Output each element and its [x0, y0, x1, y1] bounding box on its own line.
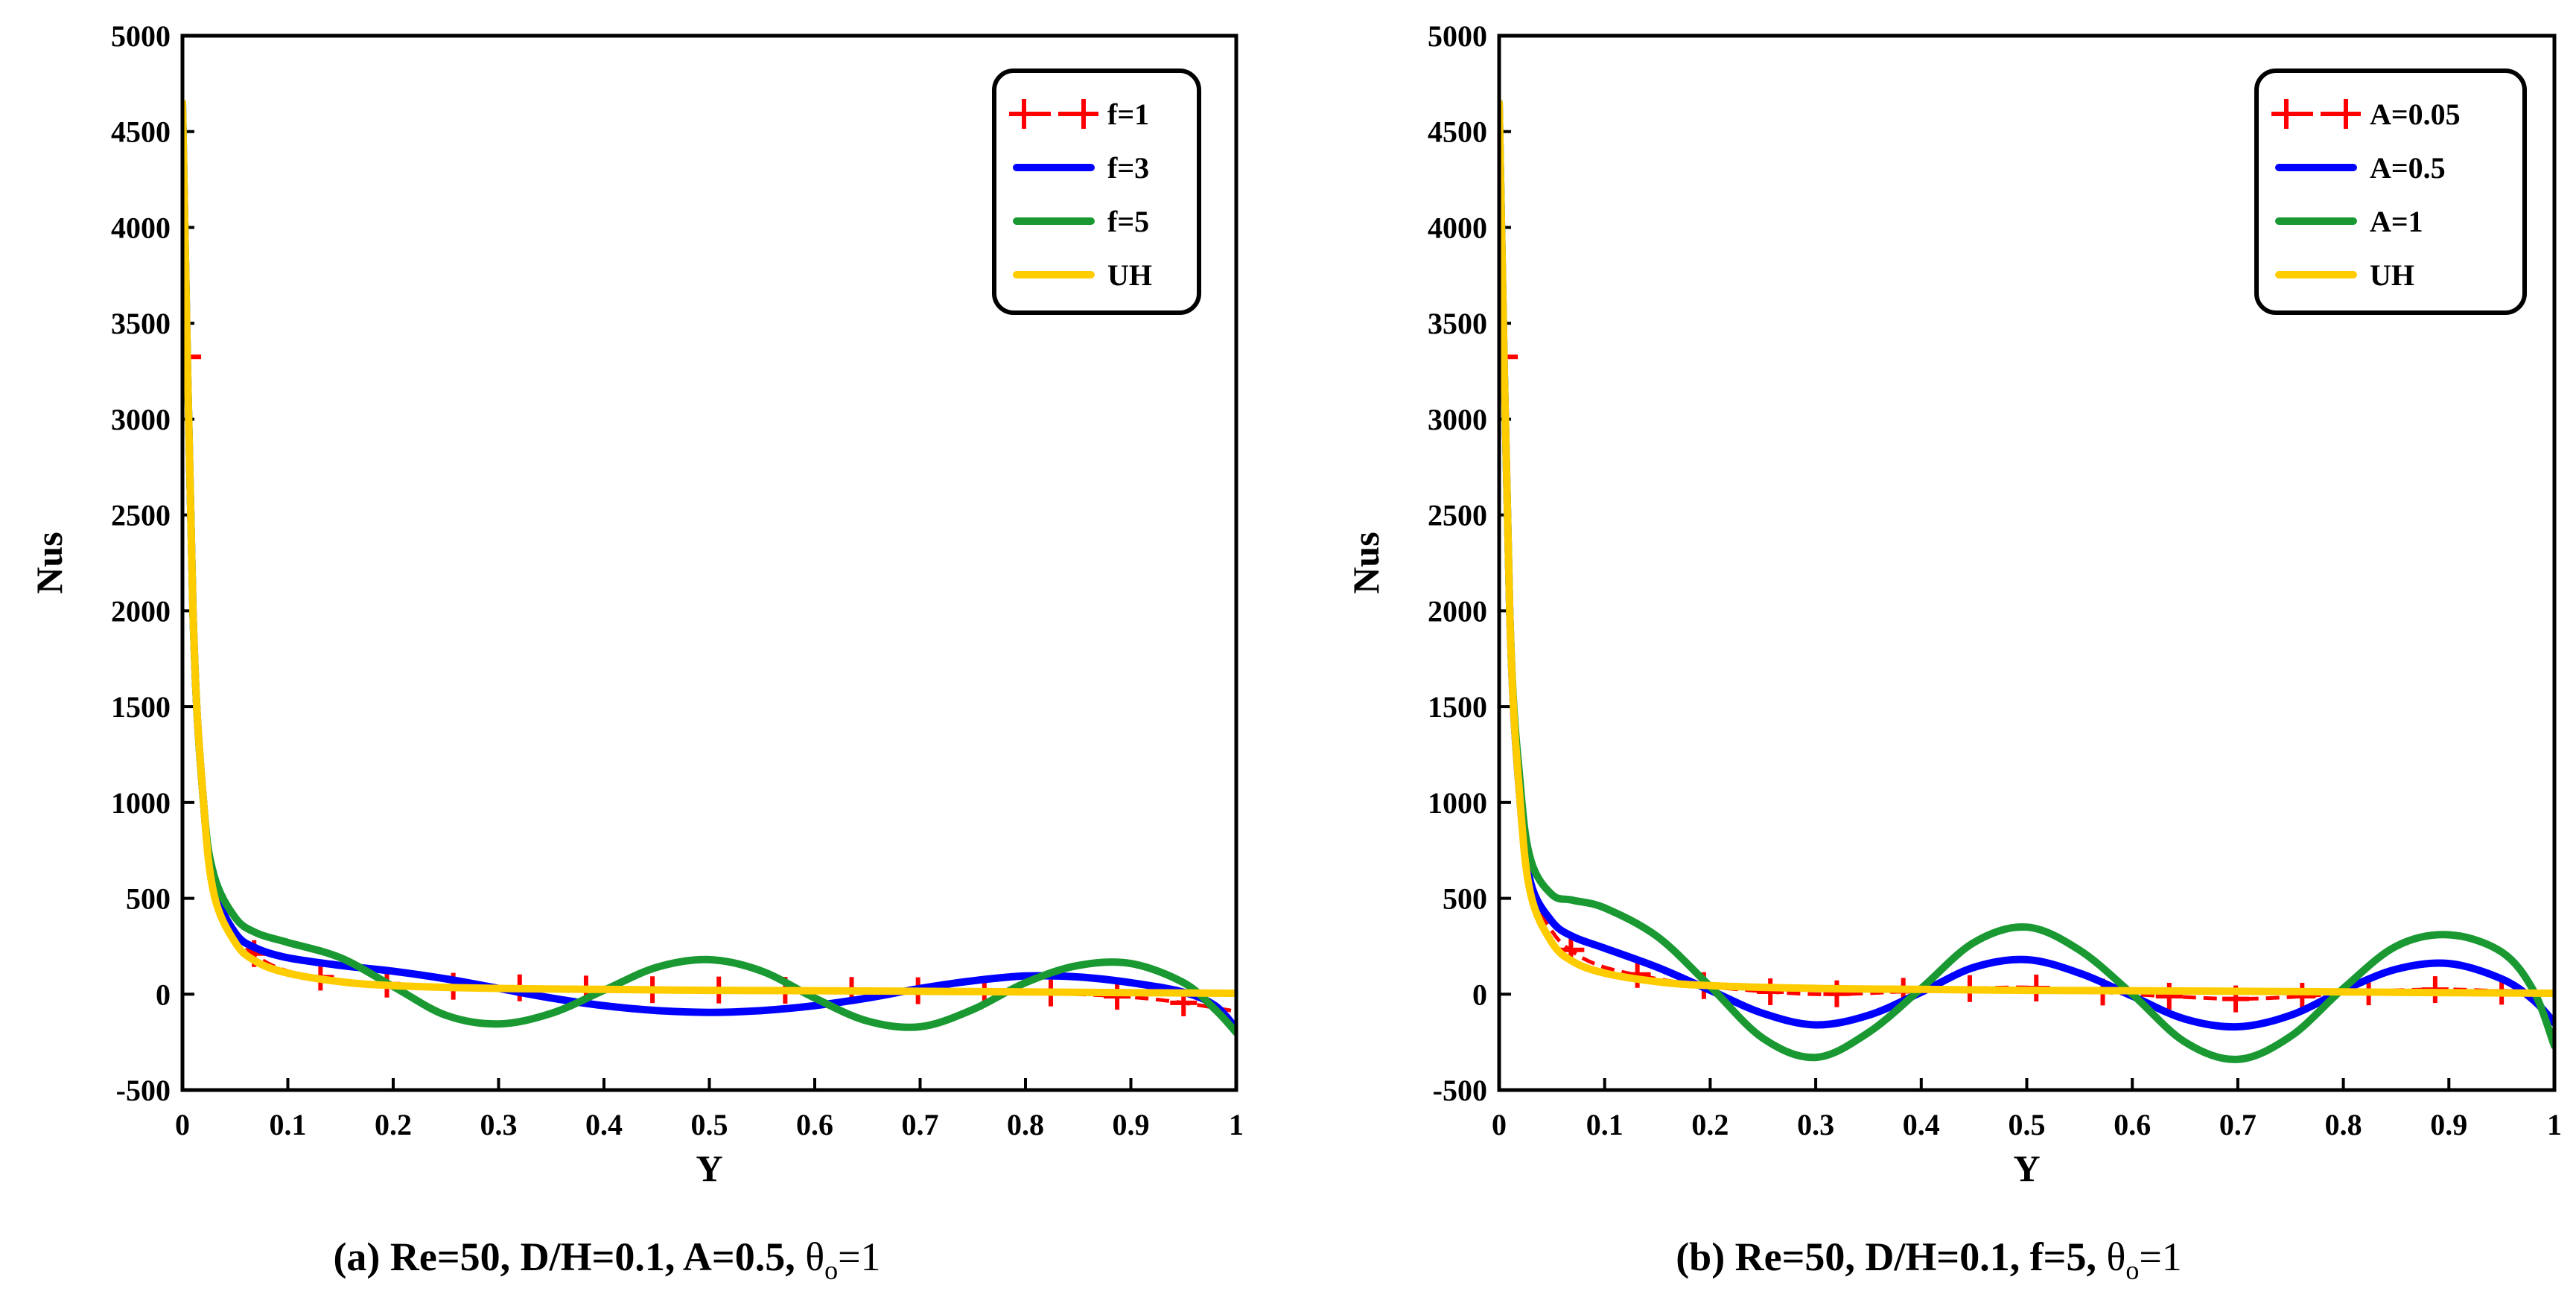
y-tick-label: 3000: [111, 403, 171, 436]
caption-suffix: =1: [2139, 1234, 2181, 1279]
x-tick-label: 1: [1229, 1108, 1244, 1141]
y-tick-label: 4000: [1428, 211, 1487, 244]
y-tick-label: 4500: [111, 115, 171, 149]
chart-caption: (b) Re=50, D/H=0.1, f=5, θo=1: [1676, 1234, 2182, 1285]
legend-uh-label: UH: [1107, 258, 1152, 292]
caption-subscript: o: [2125, 1255, 2139, 1285]
y-tick-label: 2500: [111, 499, 171, 532]
legend: f=1 f=3 f=5 UH: [992, 68, 1201, 315]
series-group: [182, 99, 1236, 1036]
x-axis-label: Y: [696, 1147, 722, 1189]
y-tick-label: 4500: [1428, 115, 1487, 149]
legend: A=0.05 A=0.5 A=1 UH: [2254, 68, 2527, 315]
caption-prefix: (b) Re=50, D/H=0.1, f=5,: [1676, 1234, 2106, 1279]
y-tick-label: 5000: [1428, 19, 1487, 53]
y-tick-label: 0: [156, 978, 171, 1011]
x-tick-label: 0.7: [2219, 1108, 2257, 1141]
y-tick-label: 1000: [1428, 786, 1487, 820]
y-axis-label: Nus: [28, 532, 70, 593]
chart-caption: (a) Re=50, D/H=0.1, A=0.5, θo=1: [333, 1234, 880, 1285]
y-axis-label: Nus: [1345, 532, 1387, 593]
legend-f-5-label: f=5: [1107, 205, 1149, 238]
x-tick-label: 0.8: [1007, 1108, 1044, 1141]
caption-prefix: (a) Re=50, D/H=0.1, A=0.5,: [333, 1234, 805, 1279]
legend-f-3-label: f=3: [1107, 151, 1149, 185]
x-tick-label: 0.5: [691, 1108, 728, 1141]
x-tick-label: 0.7: [902, 1108, 939, 1141]
x-tick-label: 0.6: [796, 1108, 833, 1141]
x-tick-label: 0.4: [585, 1108, 623, 1141]
legend-uh-label: UH: [2370, 258, 2414, 292]
series-line-uh: [1499, 99, 2554, 997]
legend-f-1-label: f=1: [1107, 98, 1149, 131]
x-tick-label: 0: [1492, 1108, 1507, 1141]
y-tick-label: -500: [116, 1074, 171, 1107]
y-tick-label: 1500: [1428, 690, 1487, 724]
x-tick-label: 0.3: [480, 1108, 518, 1141]
x-tick-label: 0.9: [2430, 1108, 2467, 1141]
x-tick-label: 0.3: [1797, 1108, 1834, 1141]
x-tick-label: 0: [175, 1108, 190, 1141]
x-tick-label: 0.6: [2114, 1108, 2151, 1141]
series-line-uh: [182, 99, 1236, 997]
y-tick-label: 1500: [111, 690, 171, 724]
y-tick-label: 3500: [1428, 307, 1487, 340]
x-tick-label: 1: [2547, 1108, 2562, 1141]
y-tick-label: 2000: [111, 594, 171, 628]
legend-a-0-5-label: A=0.5: [2370, 151, 2446, 185]
chart-panel-a: -500050010001500200025003000350040004500…: [28, 19, 1244, 1285]
x-tick-label: 0.9: [1113, 1108, 1150, 1141]
y-tick-label: 1000: [111, 786, 171, 820]
plot-frame: [1497, 34, 2557, 1092]
legend-a-0-05-label: A=0.05: [2370, 98, 2461, 131]
y-tick-label: 3000: [1428, 403, 1487, 436]
caption-symbol: θ: [805, 1234, 824, 1279]
legend-a-1-label: A=1: [2370, 205, 2423, 238]
y-tick-label: 3500: [111, 307, 171, 340]
chart-panel-b: -500050010001500200025003000350040004500…: [1345, 19, 2562, 1285]
y-tick-label: 0: [1472, 978, 1487, 1011]
plot-frame: [180, 34, 1238, 1092]
y-tick-label: -500: [1433, 1074, 1487, 1107]
y-tick-label: 5000: [111, 19, 171, 53]
x-tick-label: 0.2: [1691, 1108, 1729, 1141]
x-tick-label: 0.4: [1903, 1108, 1940, 1141]
legend-box: [2254, 68, 2527, 315]
caption-suffix: =1: [838, 1234, 880, 1279]
x-tick-label: 0.5: [2009, 1108, 2046, 1141]
x-tick-label: 0.1: [270, 1108, 307, 1141]
caption-subscript: o: [824, 1255, 838, 1285]
y-tick-label: 500: [126, 882, 171, 916]
x-tick-label: 0.1: [1586, 1108, 1623, 1141]
x-tick-label: 0.2: [375, 1108, 412, 1141]
caption-symbol: θ: [2106, 1234, 2125, 1279]
legend-box: [992, 68, 1201, 315]
x-axis-label: Y: [2013, 1147, 2040, 1189]
x-tick-label: 0.8: [2325, 1108, 2362, 1141]
y-tick-label: 2500: [1428, 499, 1487, 532]
y-tick-label: 500: [1443, 882, 1487, 916]
y-tick-label: 2000: [1428, 594, 1487, 628]
y-tick-label: 4000: [111, 211, 171, 244]
series-group: [1499, 99, 2554, 1063]
